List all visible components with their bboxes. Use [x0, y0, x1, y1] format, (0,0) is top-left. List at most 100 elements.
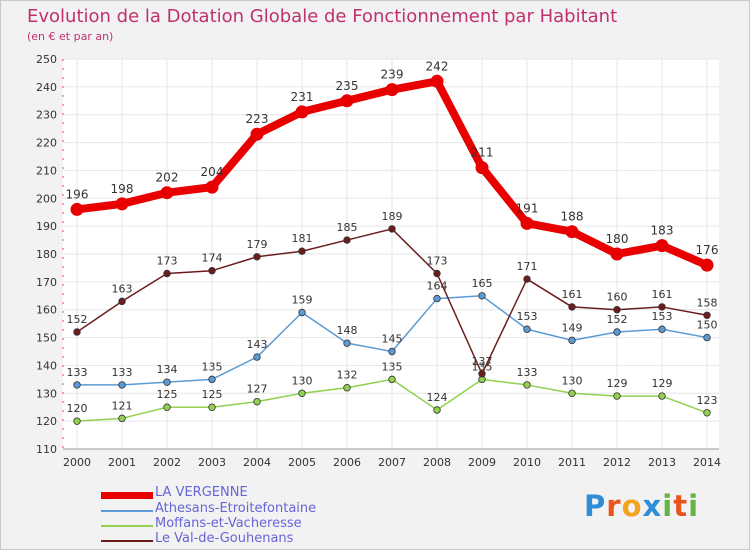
- data-label-le-val-de-gouhenans: 161: [652, 288, 673, 301]
- data-point-la-vergenne: [70, 202, 84, 216]
- data-label-le-val-de-gouhenans: 179: [247, 238, 268, 251]
- data-label-la-vergenne: 196: [66, 187, 89, 201]
- data-point-le-val-de-gouhenans: [433, 269, 441, 278]
- data-point-la-vergenne: [475, 161, 489, 175]
- data-point-la-vergenne: [205, 180, 219, 194]
- data-point-moffans-et-vacheresse: [613, 392, 621, 400]
- y-tick-label: 110: [36, 443, 57, 456]
- data-label-la-vergenne: 239: [381, 68, 404, 82]
- x-tick-label: 2001: [108, 456, 136, 469]
- data-label-le-val-de-gouhenans: 173: [157, 255, 178, 268]
- data-label-le-val-de-gouhenans: 160: [607, 291, 628, 304]
- data-label-le-val-de-gouhenans: 158: [697, 296, 718, 309]
- logo-letter: i: [688, 489, 700, 523]
- data-point-le-val-de-gouhenans: [343, 236, 351, 244]
- data-label-la-vergenne: 176: [696, 243, 719, 257]
- legend-swatch-val-de-gouhenans: [101, 540, 153, 542]
- data-point-la-vergenne: [520, 216, 534, 230]
- data-label-le-val-de-gouhenans: 189: [382, 210, 403, 223]
- y-tick-label: 150: [36, 332, 57, 345]
- data-label-athesans-etroitefontaine: 133: [112, 366, 133, 379]
- data-point-la-vergenne: [160, 186, 174, 200]
- data-label-moffans-et-vacheresse: 130: [292, 374, 313, 387]
- data-point-la-vergenne: [295, 105, 309, 119]
- data-point-athesans-etroitefontaine: [343, 339, 351, 347]
- data-label-le-val-de-gouhenans: 174: [202, 252, 223, 265]
- y-tick-label: 170: [36, 276, 57, 289]
- data-label-athesans-etroitefontaine: 135: [202, 360, 223, 373]
- y-tick-label: 190: [36, 220, 57, 233]
- x-tick-label: 2003: [198, 456, 226, 469]
- legend-label-athesans: Athesans-Etroitefontaine: [155, 501, 317, 516]
- x-tick-label: 2009: [468, 456, 496, 469]
- x-tick-label: 2005: [288, 456, 316, 469]
- x-tick-label: 2004: [243, 456, 271, 469]
- x-tick-label: 2008: [423, 456, 451, 469]
- data-label-le-val-de-gouhenans: 185: [337, 221, 358, 234]
- data-point-moffans-et-vacheresse: [208, 403, 216, 411]
- x-tick-label: 2012: [603, 456, 631, 469]
- data-label-la-vergenne: 211: [471, 146, 494, 160]
- logo-letter: i: [662, 489, 674, 523]
- data-label-moffans-et-vacheresse: 127: [247, 383, 268, 396]
- data-label-athesans-etroitefontaine: 164: [427, 280, 448, 293]
- x-tick-label: 2010: [513, 456, 541, 469]
- logo-letter: o: [621, 489, 643, 523]
- data-label-la-vergenne: 198: [111, 182, 134, 196]
- y-tick-label: 230: [36, 109, 57, 122]
- data-point-le-val-de-gouhenans: [523, 275, 531, 283]
- y-tick-label: 200: [36, 192, 57, 205]
- data-label-la-vergenne: 188: [561, 210, 584, 224]
- y-tick-label: 130: [36, 387, 57, 400]
- data-point-athesans-etroitefontaine: [388, 347, 396, 356]
- x-tick-label: 2007: [378, 456, 406, 469]
- data-label-moffans-et-vacheresse: 133: [517, 366, 538, 379]
- data-point-le-val-de-gouhenans: [253, 253, 261, 261]
- data-point-moffans-et-vacheresse: [343, 384, 351, 392]
- data-label-athesans-etroitefontaine: 134: [157, 363, 178, 376]
- data-point-moffans-et-vacheresse: [388, 375, 396, 384]
- data-label-moffans-et-vacheresse: 123: [697, 394, 718, 407]
- data-point-la-vergenne: [385, 83, 399, 97]
- x-tick-label: 2000: [63, 456, 91, 469]
- chart-title: Evolution de la Dotation Globale de Fonc…: [27, 6, 618, 27]
- data-label-athesans-etroitefontaine: 159: [292, 294, 313, 307]
- data-point-moffans-et-vacheresse: [253, 397, 261, 406]
- data-point-athesans-etroitefontaine: [118, 381, 126, 389]
- data-label-athesans-etroitefontaine: 149: [562, 321, 583, 334]
- data-label-athesans-etroitefontaine: 148: [337, 324, 358, 337]
- legend-swatch-la-vergenne: [101, 492, 153, 499]
- y-tick-label: 140: [36, 359, 57, 372]
- data-point-athesans-etroitefontaine: [613, 328, 621, 336]
- legend-label-moffans: Moffans-et-Vacheresse: [155, 516, 302, 531]
- data-label-la-vergenne: 183: [651, 224, 674, 238]
- data-label-athesans-etroitefontaine: 165: [472, 277, 493, 290]
- data-point-moffans-et-vacheresse: [73, 417, 81, 425]
- data-point-le-val-de-gouhenans: [568, 303, 576, 311]
- legend-label-la-vergenne: LA VERGENNE: [155, 485, 248, 500]
- data-point-moffans-et-vacheresse: [298, 389, 306, 397]
- data-point-la-vergenne: [610, 247, 624, 261]
- data-point-le-val-de-gouhenans: [298, 247, 306, 255]
- data-point-athesans-etroitefontaine: [478, 292, 486, 300]
- data-point-le-val-de-gouhenans: [613, 306, 621, 314]
- data-label-athesans-etroitefontaine: 133: [67, 366, 88, 379]
- data-point-la-vergenne: [565, 225, 579, 239]
- y-tick-label: 220: [36, 137, 57, 150]
- proxiti-logo: Proxiti: [584, 489, 699, 523]
- data-label-le-val-de-gouhenans: 163: [112, 282, 133, 295]
- data-label-moffans-et-vacheresse: 120: [67, 402, 88, 415]
- data-label-le-val-de-gouhenans: 161: [562, 288, 583, 301]
- y-tick-label: 120: [36, 415, 57, 428]
- x-tick-label: 2013: [648, 456, 676, 469]
- chart-subtitle: (en € et par an): [27, 30, 114, 43]
- x-tick-label: 2011: [558, 456, 586, 469]
- data-point-moffans-et-vacheresse: [523, 381, 531, 389]
- x-tick-label: 2014: [693, 456, 721, 469]
- data-point-moffans-et-vacheresse: [658, 392, 666, 400]
- data-point-la-vergenne: [340, 94, 354, 108]
- data-label-athesans-etroitefontaine: 153: [652, 310, 673, 323]
- data-label-le-val-de-gouhenans: 171: [517, 260, 538, 273]
